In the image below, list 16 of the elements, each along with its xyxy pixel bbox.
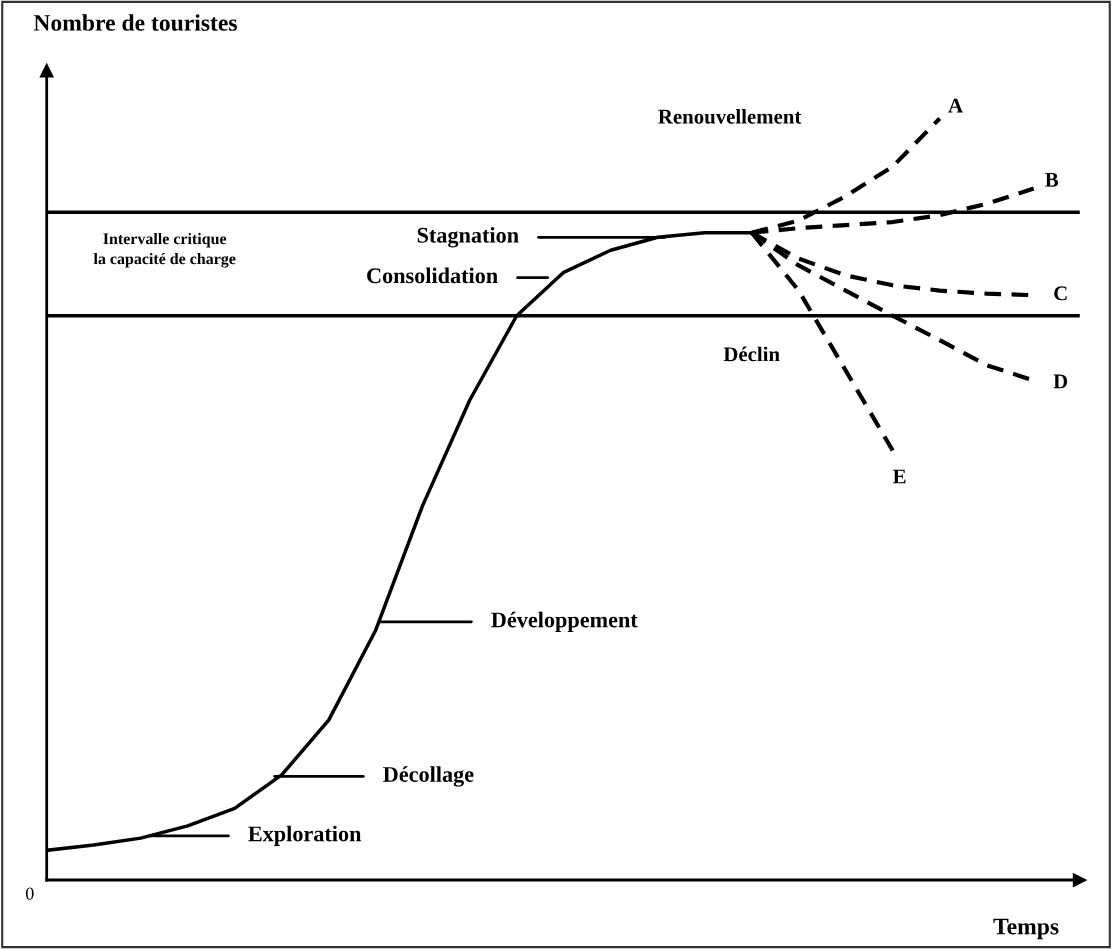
series-label: B xyxy=(1045,172,1059,187)
annotation: Consolidation xyxy=(367,267,498,284)
annotation: Décollage xyxy=(383,766,474,787)
annotation: Déclin xyxy=(723,346,780,362)
text: 0 xyxy=(25,887,34,900)
series-label: E xyxy=(893,469,906,484)
y-axis-title: Nombre de touristes xyxy=(33,14,237,31)
x-axis-title: Temps xyxy=(993,918,1059,940)
annotation: Renouvellement xyxy=(658,109,802,124)
annotation: Exploration xyxy=(248,825,362,846)
annotation: Stagnation xyxy=(417,227,519,248)
annotation: Intervalle critique la capacité de charge xyxy=(93,232,236,268)
series-label: A xyxy=(948,98,963,113)
series-label: C xyxy=(1054,286,1067,301)
series-label: D xyxy=(1053,374,1068,389)
annotation: Développement xyxy=(491,611,638,632)
